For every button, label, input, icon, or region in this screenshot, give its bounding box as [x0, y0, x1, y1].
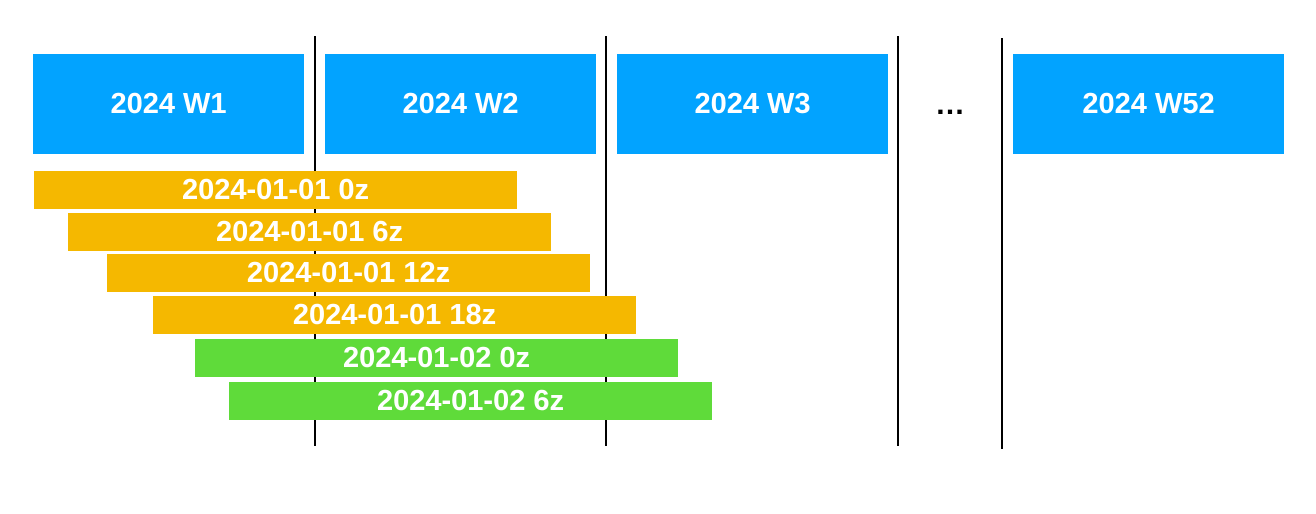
week-divider-2: [605, 36, 607, 446]
week-box-w2: 2024 W2: [325, 54, 596, 154]
week-divider-3: [897, 36, 899, 446]
run-bar-2024-01-01-12z: 2024-01-01 12z: [107, 254, 590, 292]
run-bar-2024-01-01-0z: 2024-01-01 0z: [34, 171, 517, 209]
run-bar-2024-01-02-6z: 2024-01-02 6z: [229, 382, 712, 420]
run-bar-2024-01-02-0z: 2024-01-02 0z: [195, 339, 678, 377]
week-box-w52: 2024 W52: [1013, 54, 1284, 154]
week-box-w1: 2024 W1: [33, 54, 304, 154]
run-bar-2024-01-01-18z: 2024-01-01 18z: [153, 296, 636, 334]
gap-ellipsis: …: [935, 88, 965, 121]
week-divider-4: [1001, 38, 1003, 449]
run-bar-2024-01-01-6z: 2024-01-01 6z: [68, 213, 551, 251]
week-box-w3: 2024 W3: [617, 54, 888, 154]
